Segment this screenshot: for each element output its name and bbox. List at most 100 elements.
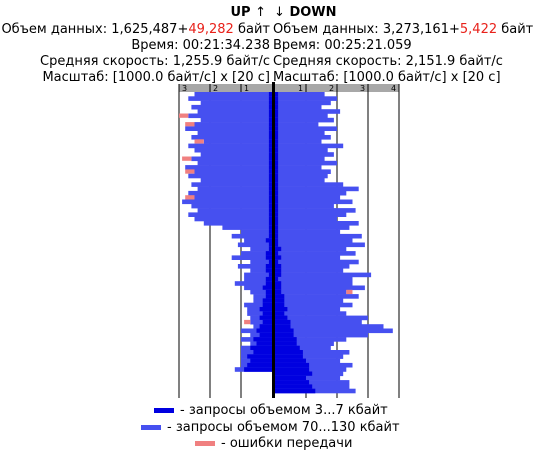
down-bar-large: [275, 251, 356, 256]
down-bar-small: [275, 139, 279, 144]
up-bar-small: [268, 152, 272, 157]
down-bar-error: [346, 289, 353, 295]
up-bar-large: [197, 109, 272, 114]
down-bar-small: [275, 384, 313, 389]
down-bar-large: [275, 186, 359, 192]
up-bar-large: [253, 294, 272, 299]
down-bar-large: [275, 100, 331, 106]
down-bar-large: [275, 104, 322, 110]
up-bar-small: [268, 117, 272, 123]
down-bar-small: [275, 259, 279, 265]
down-bar-large: [275, 311, 347, 316]
down-volume: Объем данных: 3,273,161+5,422 байт: [273, 22, 534, 37]
down-bar-small: [275, 156, 279, 162]
down-bar-large: [275, 264, 350, 269]
up-bar-small: [253, 350, 272, 355]
down-bar-large: [275, 341, 334, 346]
down-bar-large: [275, 302, 353, 308]
down-bar-small: [275, 328, 294, 334]
up-bar-large: [203, 139, 272, 144]
legend-small-swatch: [154, 408, 174, 413]
up-bar-small: [265, 255, 272, 260]
up-bar-small: [262, 298, 272, 303]
up-bar-large: [250, 246, 272, 252]
up-bar-small: [247, 354, 272, 359]
up-bar-error: [194, 139, 204, 144]
up-bar-small: [265, 268, 272, 273]
down-bar-small: [275, 195, 279, 200]
down-bar-large: [275, 276, 353, 282]
down-bar-large: [275, 345, 331, 351]
up-bar-large: [191, 203, 272, 209]
down-bar-large: [275, 225, 350, 230]
down-bar-large: [275, 289, 347, 295]
up-bar-large: [188, 190, 272, 196]
up-bar-large: [188, 143, 272, 149]
down-bar-large: [275, 307, 341, 312]
down-bar-small: [275, 92, 279, 97]
down-bar-small: [275, 251, 279, 256]
down-bar-small: [275, 160, 279, 166]
up-volume-error: 49,282: [188, 22, 234, 37]
up-bar-small: [259, 315, 272, 321]
up-bar-small: [250, 358, 272, 364]
up-bar-small: [244, 367, 272, 372]
up-bar-small: [268, 122, 272, 127]
down-bar-small: [275, 358, 306, 364]
down-bar-large: [275, 246, 347, 252]
up-bar-small: [268, 160, 272, 166]
up-bar-large: [234, 281, 272, 286]
down-bar-small: [275, 221, 279, 226]
up-bar-large: [244, 276, 272, 282]
down-bar-small: [275, 225, 279, 230]
up-bar-large: [191, 156, 272, 162]
down-bar-small: [275, 238, 279, 243]
down-bar-small: [275, 203, 279, 209]
down-bar-large: [275, 221, 359, 226]
up-bar-small: [253, 337, 272, 342]
up-bar-large: [237, 264, 272, 269]
up-bar-small: [268, 242, 272, 248]
up-bar-small: [268, 143, 272, 149]
up-bar-large: [200, 100, 272, 106]
up-bar-large: [197, 208, 272, 213]
down-bar-large: [275, 328, 393, 334]
down-bar-small: [275, 302, 285, 308]
down-bar-small: [275, 367, 310, 372]
down-bar-large: [275, 96, 337, 101]
down-bar-small: [275, 212, 279, 217]
down-bar-small: [275, 246, 282, 252]
down-bar-large: [275, 238, 353, 243]
down-bar-small: [275, 173, 279, 179]
legend-small: - запросы объемом 3...7 кбайт: [154, 403, 388, 418]
up-bar-small: [268, 208, 272, 213]
down-bar-small: [275, 190, 279, 196]
down-bar-large: [275, 156, 325, 162]
down-bar-large: [275, 152, 334, 157]
up-bar-small: [268, 190, 272, 196]
down-bar-small: [275, 126, 279, 131]
down-bar-small: [275, 354, 303, 359]
up-speed: Средняя скорость: 1,255.9 байт/с: [40, 54, 270, 69]
up-bar-large: [244, 272, 272, 278]
up-bar-error: [185, 122, 195, 127]
up-bar-large: [241, 229, 272, 235]
up-bar-large: [197, 186, 272, 192]
legend-errors-swatch: [195, 441, 215, 446]
up-bar-small: [268, 178, 272, 183]
up-bar-large: [194, 169, 272, 174]
up-bar-large: [200, 117, 272, 123]
up-bar-small: [259, 324, 272, 329]
down-bar-large: [275, 354, 344, 359]
up-bar-large: [188, 113, 272, 119]
up-bar-large: [237, 242, 272, 248]
down-bar-small: [275, 255, 282, 260]
up-bar-large: [244, 302, 272, 308]
up-bar-large: [185, 165, 272, 170]
down-bar-small: [275, 169, 279, 174]
down-bar-small: [275, 307, 288, 312]
up-bar-large: [194, 216, 272, 222]
up-bar-small: [265, 238, 272, 243]
down-title: ↓ DOWN: [274, 5, 337, 20]
down-bar-small: [275, 388, 316, 394]
